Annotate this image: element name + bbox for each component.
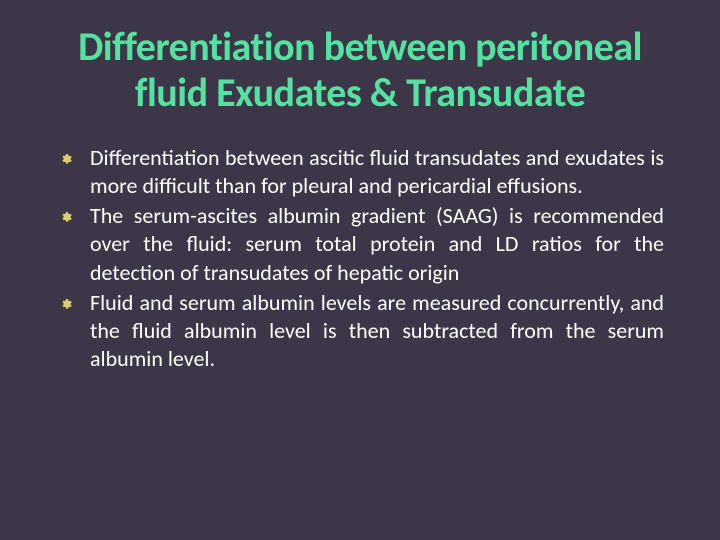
bullet-list: Differentiation between ascitic fluid tr…: [50, 144, 670, 373]
list-item: The serum-ascites albumin gradient (SAAG…: [58, 202, 664, 286]
gear-icon: [60, 298, 72, 310]
gear-icon: [60, 153, 72, 165]
gear-icon: [60, 211, 72, 223]
slide-title: Differentiation between peritoneal fluid…: [50, 24, 670, 116]
bullet-text: Differentiation between ascitic fluid tr…: [90, 144, 664, 199]
list-item: Differentiation between ascitic fluid tr…: [58, 144, 664, 200]
bullet-text: Fluid and serum albumin levels are measu…: [90, 289, 664, 372]
bullet-text: The serum-ascites albumin gradient (SAAG…: [90, 202, 664, 285]
list-item: Fluid and serum albumin levels are measu…: [58, 289, 664, 373]
